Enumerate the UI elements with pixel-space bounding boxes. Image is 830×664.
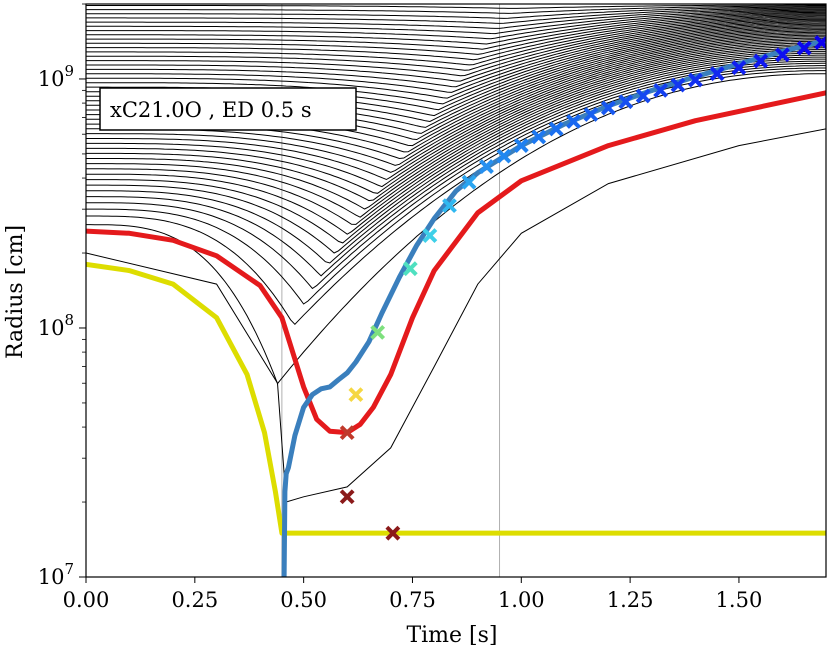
marker-x <box>461 174 477 190</box>
trajectory-line <box>86 70 826 326</box>
x-tick-label: 1.25 <box>607 588 654 612</box>
marker-x <box>670 77 686 93</box>
x-tick-label: 0.25 <box>171 588 218 612</box>
trajectory-line <box>86 49 826 210</box>
trajectory-line <box>86 40 826 173</box>
marker-x <box>339 425 355 441</box>
marker-x <box>479 159 494 174</box>
marker-x <box>583 107 599 122</box>
trajectory-line <box>86 45 826 194</box>
trajectory-line <box>86 10 826 40</box>
series-shock-radius <box>281 37 826 577</box>
series-inner-yellow <box>86 261 826 536</box>
trajectory-line <box>86 13 826 50</box>
trajectory-line <box>86 15 826 61</box>
marker-x <box>600 100 616 116</box>
trajectory-line <box>86 5 826 14</box>
trajectory-line <box>86 52 826 225</box>
x-tick-label: 1.50 <box>716 588 763 612</box>
x-axis-label: Time [s] <box>406 623 497 648</box>
plot-frame <box>85 3 827 578</box>
x-tick-label: 0.00 <box>63 588 110 612</box>
trajectory-line <box>86 73 826 385</box>
trajectory-line <box>86 18 826 77</box>
marker-x <box>442 198 457 214</box>
trajectory-line <box>86 14 826 55</box>
y-tick-label: 109 <box>38 62 74 91</box>
marker-x <box>531 129 547 145</box>
trajectory-line <box>86 17 826 71</box>
marker-x <box>635 88 651 104</box>
trajectory-line <box>86 25 826 105</box>
y-tick-label: 108 <box>38 311 74 340</box>
marker-x <box>618 94 634 110</box>
marker-x <box>339 489 355 505</box>
trajectory-line <box>86 44 826 188</box>
trajectory-line <box>86 21 826 88</box>
trajectory-line <box>86 128 826 503</box>
marker-x <box>653 82 669 98</box>
x-tick-label: 0.75 <box>389 588 436 612</box>
marker-x <box>402 261 418 277</box>
trajectory-line <box>86 4 826 9</box>
y-tick-label: 107 <box>38 560 74 589</box>
trajectory-line <box>86 54 826 235</box>
marker-x <box>687 72 703 88</box>
marker-x <box>513 138 529 154</box>
marker-x <box>566 114 581 129</box>
trajectory-line <box>86 39 826 166</box>
marker-x <box>370 324 386 340</box>
trajectory-line <box>86 11 826 45</box>
annotation-text: xC21.0O , ED 0.5 s <box>110 98 312 122</box>
trajectory-line <box>86 58 826 254</box>
trajectory-line <box>86 67 826 305</box>
plot-area <box>86 4 826 577</box>
trajectory-line <box>86 9 826 35</box>
marker-x <box>796 40 812 56</box>
trajectory-line <box>86 50 826 218</box>
series-red-shell <box>86 90 826 436</box>
trajectory-line <box>86 60 826 264</box>
annotation-box: xC21.0O , ED 0.5 s <box>99 87 357 131</box>
marker-x <box>731 60 747 76</box>
marker-x <box>548 121 564 137</box>
marker-x <box>709 66 725 82</box>
trajectory-line <box>86 7 826 24</box>
marker-x <box>348 387 364 403</box>
trajectory-line <box>86 47 826 202</box>
trajectory-line <box>86 8 826 29</box>
shell-markers <box>339 35 826 541</box>
trajectory-line <box>86 6 826 19</box>
marker-x <box>753 53 769 69</box>
marker-x <box>775 47 790 63</box>
trajectory-line <box>86 42 826 181</box>
x-tick-label: 0.50 <box>280 588 327 612</box>
axes: 0.00 0.25 0.50 0.75 1.00 1.25 1.50 107 108 109 <box>38 3 827 612</box>
y-axis-label: Radius [cm] <box>3 225 28 359</box>
trajectory-line <box>86 23 826 99</box>
marker-x <box>496 148 512 164</box>
mass-shell-trajectories <box>86 4 826 503</box>
trajectory-line <box>86 20 826 82</box>
x-tick-label: 1.00 <box>498 588 545 612</box>
marker-x <box>422 228 438 243</box>
trajectory-line <box>86 56 826 244</box>
trajectory-line <box>86 22 826 93</box>
trajectory-line <box>86 16 826 66</box>
marker-x <box>385 525 401 541</box>
